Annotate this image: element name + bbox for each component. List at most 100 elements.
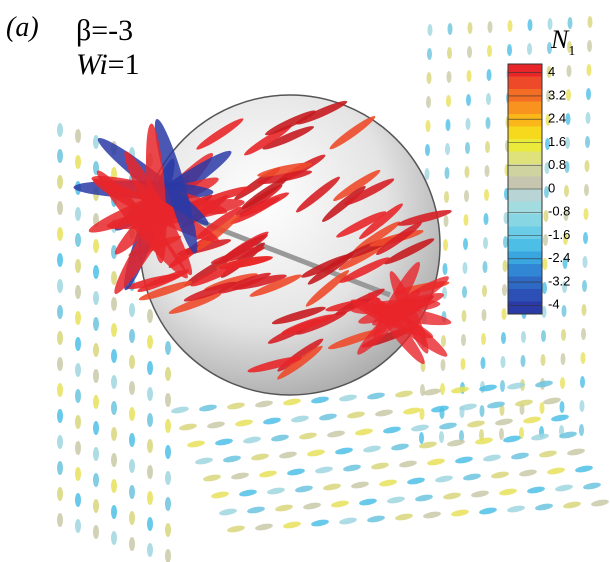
glyph xyxy=(93,291,99,305)
glyph xyxy=(563,233,568,245)
glyph xyxy=(147,387,153,401)
glyph xyxy=(415,494,433,502)
glyph xyxy=(57,123,63,137)
glyph xyxy=(495,418,513,426)
glyph xyxy=(211,491,229,499)
glyph xyxy=(527,43,532,55)
glyph xyxy=(480,357,486,369)
glyph xyxy=(257,170,313,184)
glyph xyxy=(336,211,387,238)
glyph xyxy=(564,161,570,173)
glyph xyxy=(391,443,409,451)
glyph xyxy=(583,208,589,220)
glyph xyxy=(520,355,526,367)
glyph xyxy=(322,185,366,222)
glyph xyxy=(566,65,572,77)
glyph xyxy=(75,311,81,325)
glyph xyxy=(543,210,549,222)
glyph xyxy=(218,234,268,263)
glyph xyxy=(57,409,63,423)
glyph xyxy=(129,381,135,395)
glyph xyxy=(575,465,593,473)
glyph xyxy=(368,292,425,365)
glyph xyxy=(479,429,484,441)
glyph xyxy=(582,256,588,268)
glyph xyxy=(165,471,171,485)
glyph xyxy=(75,337,81,351)
colorbar-band xyxy=(508,64,542,77)
glyph xyxy=(500,380,505,392)
glyph xyxy=(561,329,566,341)
glyph xyxy=(129,303,135,317)
glyph xyxy=(111,245,117,259)
glyph xyxy=(395,390,413,398)
glyph xyxy=(481,309,487,321)
glyph xyxy=(482,261,488,273)
glyph xyxy=(580,352,586,364)
glyph xyxy=(427,48,432,60)
glyph xyxy=(582,280,587,292)
glyph xyxy=(464,190,469,202)
glyph xyxy=(440,359,446,371)
glyph xyxy=(507,44,512,56)
glyph xyxy=(544,162,550,174)
glyph xyxy=(441,335,446,347)
glyph xyxy=(539,450,557,458)
glyph xyxy=(447,439,465,447)
glyph xyxy=(303,502,321,510)
glyph xyxy=(179,423,197,431)
glyph xyxy=(147,543,153,557)
glyph xyxy=(503,435,521,443)
glyph xyxy=(359,203,403,240)
glyph xyxy=(389,271,429,354)
glyph xyxy=(184,255,232,287)
glyph xyxy=(147,439,153,453)
colorbar-tick-label: 2.4 xyxy=(548,111,566,126)
glyph xyxy=(519,427,524,439)
glyph xyxy=(251,453,269,461)
glyph xyxy=(138,281,193,301)
colorbar-band xyxy=(508,114,542,127)
glyph xyxy=(487,45,492,57)
glyph xyxy=(367,392,385,400)
glyph xyxy=(542,258,548,270)
glyph xyxy=(462,286,467,298)
glyph xyxy=(75,285,81,299)
glyph xyxy=(93,447,99,461)
colorbar-tick-label: 1.6 xyxy=(548,134,566,149)
glyph xyxy=(584,160,590,172)
glyph xyxy=(305,270,350,307)
glyph xyxy=(403,407,421,415)
glyph xyxy=(165,419,171,433)
glyph xyxy=(57,201,63,215)
beta-label: β=-3 xyxy=(76,14,133,47)
glyph xyxy=(277,345,323,380)
glyph xyxy=(561,305,567,317)
glyph xyxy=(57,513,63,527)
glyph xyxy=(147,361,153,375)
glyph xyxy=(165,549,171,562)
glyph xyxy=(521,331,526,343)
glyph xyxy=(565,137,570,149)
glyph xyxy=(407,477,425,485)
colorbar-band xyxy=(508,139,542,152)
colorbar-band xyxy=(508,176,542,190)
glyph xyxy=(555,484,573,492)
glyph xyxy=(111,375,117,389)
colorbar-title: N1 xyxy=(550,25,575,59)
glyph xyxy=(333,169,381,202)
glyph xyxy=(540,354,546,366)
glyph xyxy=(111,505,117,519)
glyph xyxy=(507,382,525,390)
glyph xyxy=(129,433,135,447)
glyph xyxy=(93,499,99,513)
glyph xyxy=(455,456,473,464)
glyph xyxy=(129,329,135,343)
glyph xyxy=(147,465,153,479)
glyph xyxy=(539,402,545,414)
colorbar-band xyxy=(508,226,542,240)
glyph xyxy=(425,144,430,156)
glyph xyxy=(93,343,99,357)
colorbar-title-main: N xyxy=(550,25,570,54)
